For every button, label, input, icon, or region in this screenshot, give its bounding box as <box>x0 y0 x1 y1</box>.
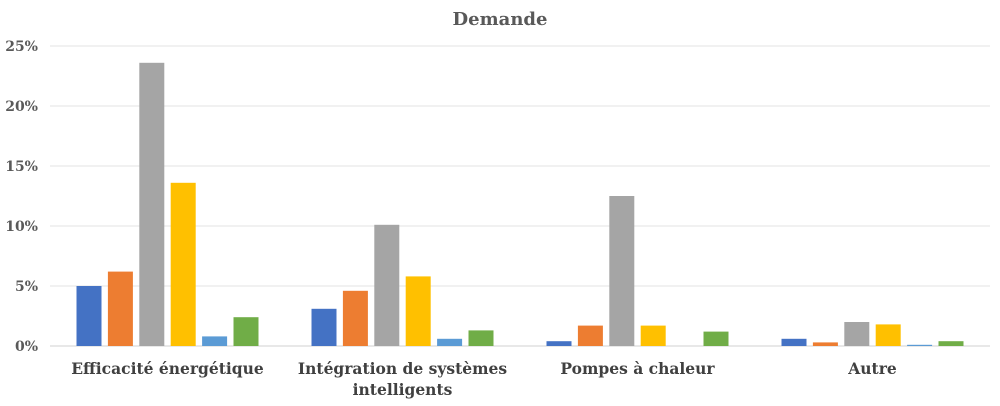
bars <box>76 62 964 347</box>
y-tick-label: 15% <box>5 159 38 175</box>
y-tick-label: 5% <box>15 279 38 295</box>
bar-series-4-category-3 <box>640 325 666 346</box>
x-axis-ticks: Efficacité énergétique Intégration de sys… <box>71 359 897 399</box>
bar-series-3-category-3 <box>609 196 635 346</box>
chart-title: Demande <box>453 9 548 30</box>
bar-series-3-category-4 <box>844 322 870 346</box>
y-tick-label: 25% <box>5 39 38 55</box>
bar-series-5-category-2 <box>437 338 463 346</box>
y-tick-label: 0% <box>15 339 38 355</box>
bar-series-1-category-1 <box>76 286 102 346</box>
bar-series-6-category-3 <box>703 331 729 346</box>
bar-series-6-category-4 <box>938 341 964 346</box>
y-tick-label: 20% <box>5 99 38 115</box>
bar-series-2-category-4 <box>812 342 838 346</box>
bar-series-1-category-3 <box>546 341 572 346</box>
bar-series-6-category-2 <box>468 330 494 346</box>
x-tick-label: intelligents <box>353 380 453 399</box>
bar-series-3-category-2 <box>374 224 400 346</box>
bar-series-2-category-1 <box>107 271 133 346</box>
bar-series-1-category-4 <box>781 338 807 346</box>
bar-series-4-category-1 <box>170 182 196 346</box>
x-tick-label: Efficacité énergétique <box>71 359 264 378</box>
bar-series-5-category-1 <box>202 336 228 346</box>
x-tick-label: Autre <box>847 359 897 378</box>
bar-series-3-category-1 <box>139 62 165 347</box>
bar-series-4-category-2 <box>405 276 431 346</box>
bar-series-2-category-3 <box>577 325 603 346</box>
bar-series-5-category-4 <box>907 344 933 346</box>
bar-series-2-category-2 <box>342 290 368 346</box>
bar-series-1-category-2 <box>311 308 337 346</box>
bar-series-4-category-4 <box>875 324 901 346</box>
y-tick-label: 10% <box>5 219 38 235</box>
x-tick-label: Pompes à chaleur <box>560 359 715 378</box>
x-tick-label: Intégration de systèmes <box>298 359 507 378</box>
y-axis-ticks: 0% 5% 10% 15% 20% 25% <box>5 39 38 355</box>
bar-series-6-category-1 <box>233 317 259 346</box>
